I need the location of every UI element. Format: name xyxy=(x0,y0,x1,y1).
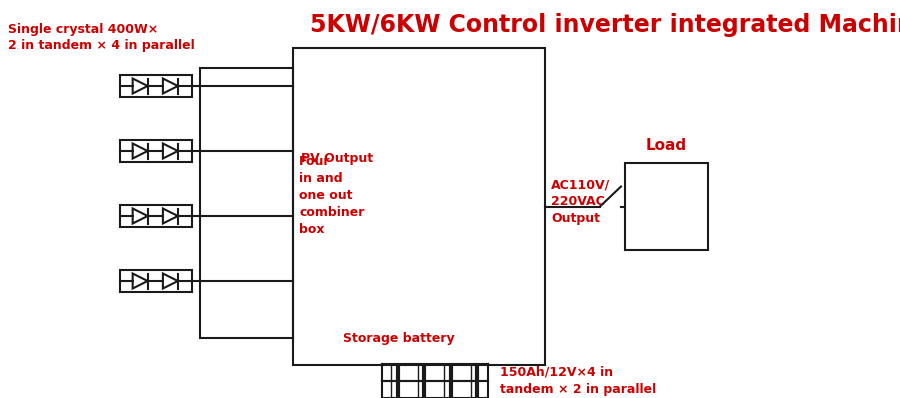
Text: Single crystal 400W×
2 in tandem × 4 in parallel: Single crystal 400W× 2 in tandem × 4 in … xyxy=(8,23,194,52)
Text: Four
in and
one out
combiner
box: Four in and one out combiner box xyxy=(299,154,364,236)
Bar xyxy=(120,270,192,292)
Text: AC110V/
220VAC
Output: AC110V/ 220VAC Output xyxy=(551,178,610,224)
Bar xyxy=(120,140,192,162)
Bar xyxy=(625,163,708,250)
Text: Storage battery: Storage battery xyxy=(343,332,454,345)
Bar xyxy=(200,68,293,338)
Bar xyxy=(120,75,192,97)
Bar xyxy=(120,205,192,227)
Text: 5KW/6KW Control inverter integrated Machine: 5KW/6KW Control inverter integrated Mach… xyxy=(310,13,900,37)
Text: PV Output: PV Output xyxy=(301,152,374,166)
Text: 150Ah/12V×4 in
tandem × 2 in parallel: 150Ah/12V×4 in tandem × 2 in parallel xyxy=(500,365,656,396)
Bar xyxy=(293,48,545,365)
Text: Load: Load xyxy=(646,138,687,153)
